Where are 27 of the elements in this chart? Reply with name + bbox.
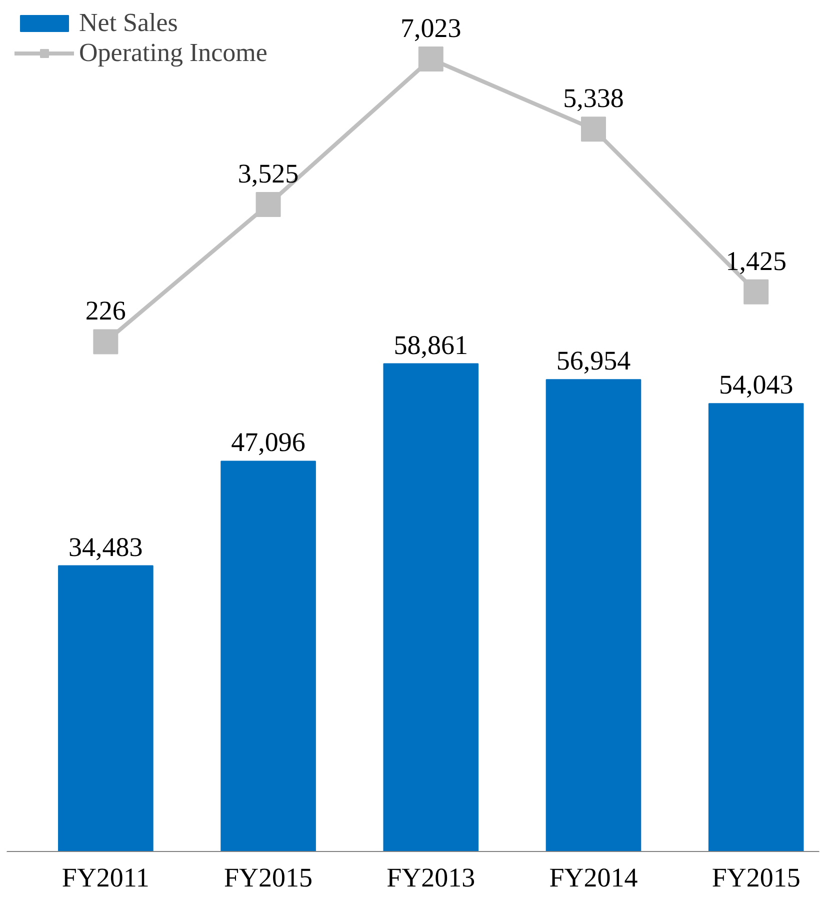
bar — [546, 379, 642, 852]
x-tick-label: FY2013 — [386, 862, 476, 892]
point — [93, 329, 118, 354]
data-label: 47,096 — [231, 427, 306, 458]
data-label: 58,861 — [394, 330, 468, 360]
data-label: 7,023 — [400, 13, 462, 44]
point — [580, 116, 606, 142]
bar — [220, 460, 316, 852]
bar — [58, 565, 154, 852]
x-tick-label: FY2015 — [224, 862, 313, 892]
data-label: 54,043 — [718, 370, 794, 400]
legend-label: Net Sales — [79, 8, 178, 38]
data-label: 3,525 — [238, 158, 299, 189]
bar — [383, 363, 479, 852]
x-tick-label: FY2015 — [712, 862, 800, 892]
point — [256, 192, 281, 218]
bar — [708, 403, 804, 852]
data-label: 226 — [85, 296, 126, 326]
x-tick-label: FY2011 — [62, 862, 150, 892]
legend-label: Operating Income — [79, 38, 268, 68]
x-tick-label: FY2014 — [549, 862, 638, 892]
point — [744, 279, 769, 304]
data-label: 1,425 — [726, 246, 786, 276]
data-label: 34,483 — [68, 532, 143, 562]
point — [418, 46, 444, 72]
data-label: 5,338 — [563, 83, 624, 114]
data-label: 56,954 — [556, 346, 632, 376]
